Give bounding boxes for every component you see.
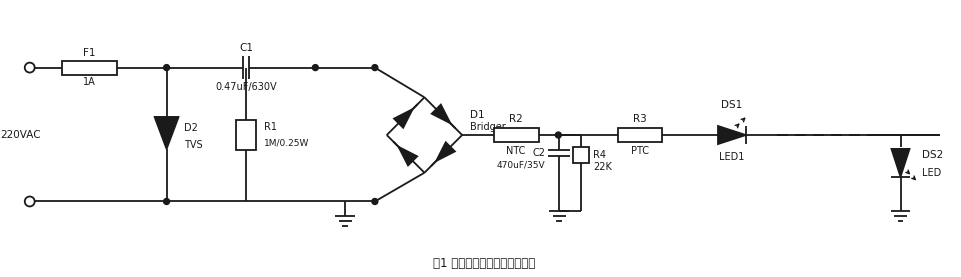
Circle shape [312, 65, 318, 71]
Text: PTC: PTC [631, 146, 650, 156]
Text: 0.47uF/630V: 0.47uF/630V [215, 83, 277, 93]
Text: LED1: LED1 [719, 152, 745, 162]
Text: 1A: 1A [84, 78, 96, 88]
Text: R4: R4 [593, 150, 606, 160]
Bar [236, 120, 256, 150]
Polygon shape [155, 117, 179, 149]
Text: C2: C2 [532, 148, 546, 158]
Circle shape [372, 65, 378, 71]
Text: D2: D2 [185, 123, 198, 133]
Text: D1: D1 [470, 110, 484, 120]
Text: C1: C1 [239, 43, 253, 53]
Circle shape [555, 132, 561, 138]
Text: R1: R1 [263, 122, 277, 132]
Polygon shape [436, 142, 455, 161]
Text: Bridger: Bridger [470, 122, 505, 132]
Text: R2: R2 [509, 114, 523, 124]
Text: LED: LED [923, 168, 942, 178]
Text: 220VAC: 220VAC [1, 130, 41, 140]
Circle shape [372, 199, 378, 204]
Polygon shape [399, 147, 417, 165]
Bar [62, 61, 117, 75]
Text: TVS: TVS [185, 140, 203, 150]
Text: DS1: DS1 [722, 100, 743, 110]
Text: DS2: DS2 [923, 150, 944, 160]
Text: 图1 电容降压式电源的典型电路: 图1 电容降压式电源的典型电路 [432, 257, 535, 270]
Polygon shape [718, 126, 746, 144]
Bar [494, 128, 538, 142]
Circle shape [163, 199, 169, 204]
Text: 22K: 22K [593, 162, 612, 172]
Text: R3: R3 [633, 114, 647, 124]
Text: NTC: NTC [506, 146, 526, 156]
Text: 470uF/35V: 470uF/35V [497, 160, 546, 169]
Polygon shape [892, 149, 909, 177]
Text: F1: F1 [84, 48, 96, 58]
Polygon shape [394, 109, 412, 128]
Text: 1M/0.25W: 1M/0.25W [263, 138, 309, 147]
Circle shape [163, 65, 169, 71]
Bar [573, 147, 589, 163]
Bar [618, 128, 662, 142]
Polygon shape [431, 105, 451, 123]
